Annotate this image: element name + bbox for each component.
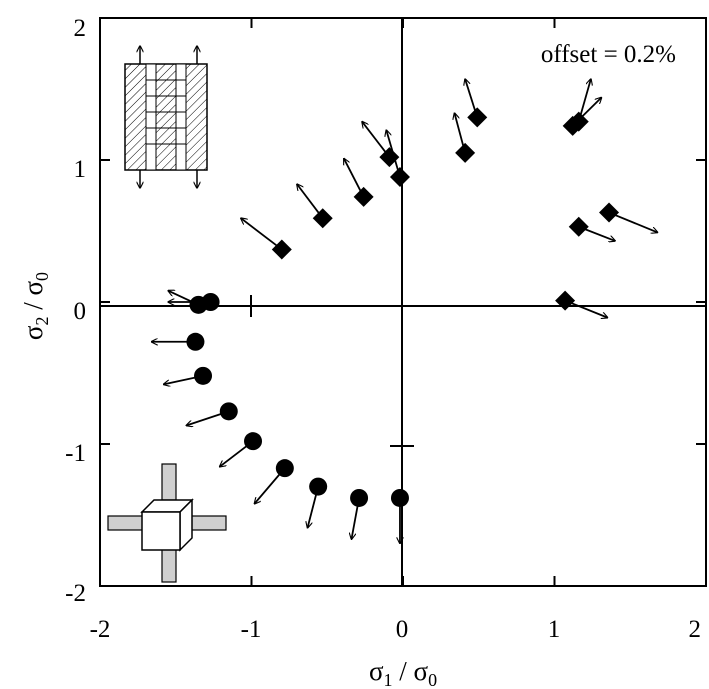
data-point-circle: [390, 488, 409, 507]
y-tick-labels: 2 1 0 -1 -2: [65, 15, 86, 607]
x-axis-title: σ1 / σ0: [369, 656, 437, 689]
data-point-diamond: [455, 142, 476, 163]
y-axis-title: σ2 / σ0: [18, 272, 52, 340]
data-point-circle: [201, 293, 220, 311]
x-tick-labels: -2 -1 0 1 2: [90, 616, 701, 643]
flow-vector-arrow: [608, 211, 657, 233]
y-tick-label: -2: [65, 580, 86, 607]
offset-annotation: offset = 0.2%: [541, 41, 676, 68]
data-point-diamond: [599, 202, 620, 223]
x-tick-label: -1: [241, 616, 262, 643]
flow-vector-arrow: [241, 218, 283, 251]
data-point-circle: [244, 432, 263, 451]
x-tick-label: -2: [90, 616, 111, 643]
data-point-circle: [186, 332, 205, 351]
y-axis-title-sub2: 0: [32, 272, 52, 281]
x-tick-label: 0: [396, 616, 409, 643]
data-point-diamond: [312, 208, 333, 229]
data-point-diamond: [379, 147, 400, 168]
tension-specimen-icon: [124, 46, 208, 188]
biaxial-cube-icon: [107, 463, 227, 583]
y-tick-label: 2: [74, 15, 87, 42]
data-point-circle: [350, 488, 369, 507]
vector-arrows: [152, 79, 658, 543]
data-point-circle: [309, 477, 328, 496]
y-tick-label: -1: [65, 440, 86, 467]
y-tick-label: 0: [74, 298, 87, 325]
data-point-diamond: [389, 167, 410, 188]
data-point-diamond: [353, 186, 374, 207]
x-axis-title-sub1: 1: [384, 670, 393, 689]
data-point-diamond: [271, 239, 292, 260]
data-point-circle: [219, 402, 238, 421]
x-axis-title-sep: / σ: [393, 656, 429, 686]
y-axis-title-sub1: 2: [32, 317, 52, 326]
data-point-diamond: [555, 290, 576, 311]
data-point-circle: [275, 459, 294, 478]
y-tick-label: 1: [74, 156, 87, 183]
y-axis-title-main: σ: [18, 325, 48, 340]
data-point-diamond: [467, 107, 488, 128]
data-markers: [186, 107, 620, 507]
frame-ticks: [99, 17, 707, 587]
x-axis-title-sub2: 0: [428, 670, 437, 689]
x-axis-title-main: σ: [369, 656, 384, 686]
data-point-circle: [194, 366, 213, 385]
data-point-diamond: [568, 216, 589, 237]
data-point-diamond: [568, 111, 589, 132]
y-axis-title-sep: / σ: [18, 280, 48, 316]
x-tick-label: 2: [689, 616, 702, 643]
x-tick-label: 1: [548, 616, 561, 643]
flow-vector-arrow: [362, 122, 391, 158]
